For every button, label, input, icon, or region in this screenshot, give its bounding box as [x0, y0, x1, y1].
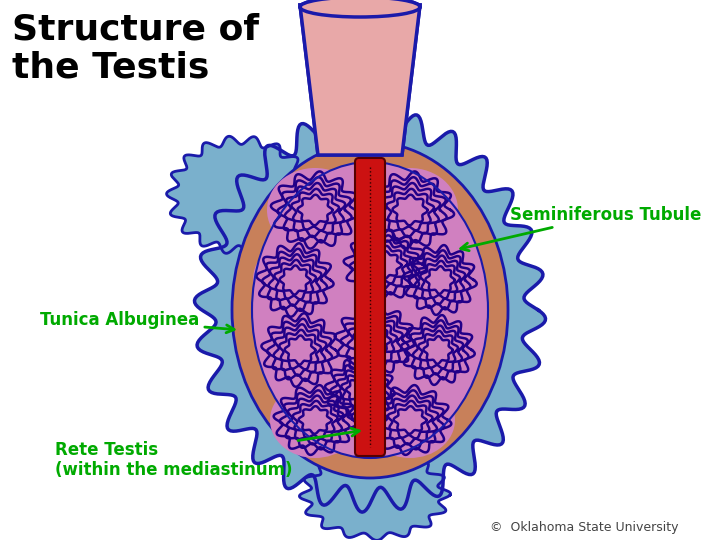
Ellipse shape: [252, 162, 488, 458]
Text: Tunica Albuginea: Tunica Albuginea: [40, 311, 234, 333]
Polygon shape: [300, 5, 420, 155]
Ellipse shape: [365, 382, 455, 458]
Ellipse shape: [322, 355, 398, 425]
Ellipse shape: [362, 168, 458, 252]
Text: ©  Oklahoma State University: © Oklahoma State University: [490, 521, 678, 534]
Text: Rete Testis
(within the mediastinum): Rete Testis (within the mediastinum): [55, 428, 359, 480]
Ellipse shape: [340, 227, 430, 303]
Ellipse shape: [258, 310, 342, 390]
Ellipse shape: [253, 240, 337, 320]
Polygon shape: [194, 108, 546, 512]
Ellipse shape: [331, 302, 419, 378]
Ellipse shape: [398, 312, 478, 388]
FancyBboxPatch shape: [355, 158, 385, 456]
Ellipse shape: [300, 0, 420, 17]
Ellipse shape: [232, 142, 508, 478]
Polygon shape: [300, 5, 420, 155]
Text: Structure of
the Testis: Structure of the Testis: [12, 12, 259, 84]
Ellipse shape: [400, 242, 480, 318]
Polygon shape: [300, 450, 451, 540]
Text: Seminiferous Tubule: Seminiferous Tubule: [461, 206, 701, 251]
Polygon shape: [166, 136, 313, 254]
Ellipse shape: [300, 0, 420, 17]
Ellipse shape: [267, 168, 363, 252]
Ellipse shape: [270, 382, 360, 458]
